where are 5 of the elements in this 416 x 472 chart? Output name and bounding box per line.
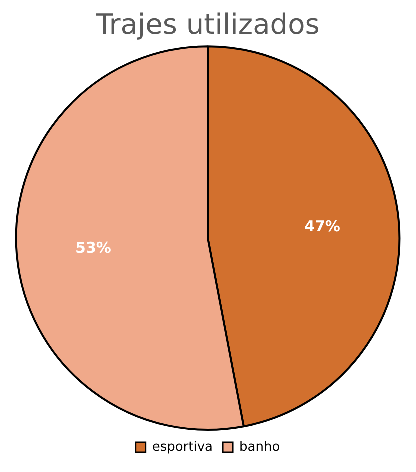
legend-label: banho xyxy=(240,440,280,455)
legend-label: esportiva xyxy=(152,440,214,455)
data-label: 53% xyxy=(76,239,112,258)
chart-title: Trajes utilizados xyxy=(95,8,320,42)
data-label: 47% xyxy=(304,217,340,236)
